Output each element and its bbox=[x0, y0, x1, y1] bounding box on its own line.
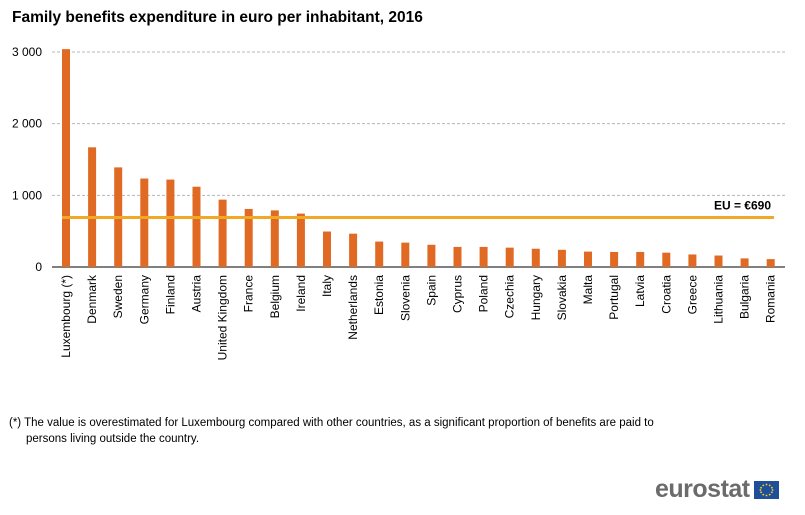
x-tick-label: Netherlands bbox=[346, 275, 360, 340]
bar bbox=[218, 199, 227, 267]
y-axis-ticks: 0 1 000 2 000 3 000 bbox=[12, 45, 42, 274]
bar-chart: 0 1 000 2 000 3 000 Luxembourg (*) Denmark Sw… bbox=[12, 45, 785, 360]
bar bbox=[244, 208, 253, 267]
bar bbox=[610, 251, 619, 267]
x-tick-label: Estonia bbox=[372, 275, 386, 315]
logo-text: eurostat bbox=[655, 474, 750, 503]
eu-average-label: EU = €690 bbox=[714, 199, 771, 213]
gridlines bbox=[52, 51, 785, 268]
eu-reference: EU = €690 bbox=[62, 199, 774, 220]
y-tick-label: 2 000 bbox=[12, 117, 42, 131]
bar bbox=[531, 248, 540, 267]
bar bbox=[270, 210, 279, 267]
x-tick-label: Sweden bbox=[111, 275, 125, 318]
x-tick-label: Poland bbox=[477, 275, 491, 312]
x-tick-label: Spain bbox=[424, 275, 438, 306]
bars bbox=[62, 49, 775, 268]
bar bbox=[296, 213, 305, 267]
x-tick-label: Lithuania bbox=[712, 275, 726, 324]
bar bbox=[88, 147, 97, 267]
bar bbox=[323, 231, 331, 267]
chart-title: Family benefits expenditure in euro per … bbox=[12, 9, 423, 26]
bar bbox=[140, 178, 149, 267]
x-tick-label: Czechia bbox=[503, 275, 517, 319]
footnote: (*) The value is overestimated for Luxem… bbox=[9, 415, 729, 447]
x-tick-label: Germany bbox=[137, 275, 151, 324]
bar bbox=[557, 249, 566, 267]
bar bbox=[662, 252, 671, 267]
eu-flag-icon bbox=[753, 481, 779, 499]
x-tick-label: Italy bbox=[320, 275, 334, 297]
bar bbox=[766, 259, 775, 267]
x-tick-label: Ireland bbox=[294, 275, 308, 312]
bar bbox=[584, 251, 592, 267]
x-tick-label: Cyprus bbox=[451, 275, 465, 313]
x-tick-label: Luxembourg (*) bbox=[59, 275, 73, 358]
x-tick-label: Portugal bbox=[607, 275, 621, 320]
bar bbox=[740, 258, 749, 267]
x-tick-label: France bbox=[242, 275, 256, 313]
bar bbox=[714, 255, 723, 267]
x-tick-label: Finland bbox=[163, 275, 177, 314]
bar bbox=[479, 246, 488, 267]
bar bbox=[375, 241, 384, 267]
bar bbox=[453, 246, 462, 267]
bar bbox=[192, 186, 201, 267]
bar bbox=[427, 244, 436, 267]
x-axis-labels: Luxembourg (*) Denmark Sweden Germany Finlan… bbox=[59, 274, 778, 360]
y-tick-label: 1 000 bbox=[12, 188, 42, 202]
x-tick-label: Latvia bbox=[633, 275, 647, 307]
x-tick-label: Austria bbox=[190, 275, 204, 313]
x-tick-label: Bulgaria bbox=[738, 275, 752, 319]
eurostat-logo: eurostat bbox=[655, 474, 779, 503]
bar bbox=[505, 247, 514, 267]
x-tick-label: Malta bbox=[581, 275, 595, 305]
bar bbox=[166, 179, 175, 267]
bar bbox=[401, 242, 410, 267]
y-tick-label: 0 bbox=[35, 260, 42, 274]
x-tick-label: Belgium bbox=[268, 275, 282, 318]
footnote-line-1: (*) The value is overestimated for Luxem… bbox=[9, 417, 654, 429]
x-tick-label: United Kingdom bbox=[216, 275, 230, 360]
bar bbox=[688, 254, 697, 267]
x-tick-label: Denmark bbox=[85, 274, 99, 324]
bar bbox=[349, 233, 358, 267]
x-tick-label: Greece bbox=[685, 275, 699, 315]
x-tick-label: Hungary bbox=[529, 275, 543, 320]
x-tick-label: Romania bbox=[764, 275, 778, 323]
bar bbox=[62, 49, 70, 268]
y-tick-label: 3 000 bbox=[12, 45, 42, 59]
bar bbox=[636, 251, 645, 267]
x-tick-label: Slovakia bbox=[555, 275, 569, 321]
x-tick-label: Croatia bbox=[659, 275, 673, 314]
x-tick-label: Slovenia bbox=[398, 275, 412, 321]
footnote-line-2: persons living outside the country. bbox=[26, 433, 200, 445]
